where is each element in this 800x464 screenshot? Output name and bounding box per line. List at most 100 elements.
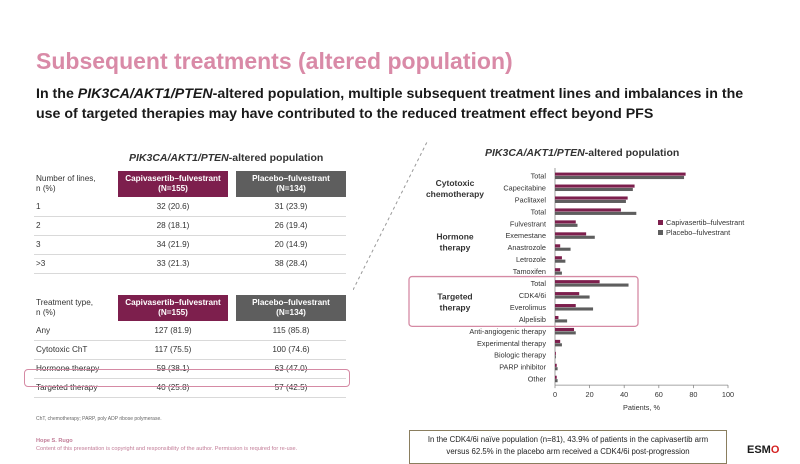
right-panel-title-italic: PIK3CA/AKT1/PTEN bbox=[485, 147, 585, 159]
bar-capivasertib bbox=[555, 304, 576, 308]
x-tick-label: 60 bbox=[655, 390, 663, 399]
lines-table-row-pla-value: 20 (14.9) bbox=[236, 235, 346, 255]
type-table-row-label: Hormone therapy bbox=[34, 359, 118, 379]
type-table-row-label: Any bbox=[34, 321, 118, 341]
category-label: Anastrozole bbox=[507, 243, 546, 252]
bar-placebo bbox=[555, 199, 626, 203]
lines-table-row-label: >3 bbox=[34, 254, 118, 274]
bar-capivasertib bbox=[555, 244, 561, 248]
lines-col-cap-header: Capivasertib–fulvestrant (N=155) bbox=[118, 170, 228, 197]
lines-table-row-label: 1 bbox=[34, 197, 118, 217]
bar-capivasertib bbox=[555, 232, 587, 236]
legend-swatch bbox=[658, 230, 663, 235]
bar-placebo bbox=[555, 295, 590, 299]
right-panel-title: PIK3CA/AKT1/PTEN-altered population bbox=[485, 147, 679, 159]
bar-capivasertib bbox=[555, 339, 561, 343]
lines-table-row-pla-value: 38 (28.4) bbox=[236, 254, 346, 274]
bar-capivasertib bbox=[555, 220, 576, 224]
type-table-row-pla-value: 57 (42.5) bbox=[236, 378, 346, 398]
type-table-row-label: Cytotoxic ChT bbox=[34, 340, 118, 360]
x-tick-label: 100 bbox=[722, 390, 734, 399]
bar-capivasertib bbox=[555, 196, 628, 200]
type-table-row: Any 127 (81.9) 115 (85.8) bbox=[34, 321, 346, 341]
bar-capivasertib bbox=[555, 292, 580, 296]
lines-table-row-cap-value: 34 (21.9) bbox=[118, 235, 228, 255]
lines-table-row-pla-value: 31 (23.9) bbox=[236, 197, 346, 217]
abbreviations-footnote: ChT, chemotherapy; PARP, poly ADP ribose… bbox=[36, 416, 162, 422]
bar-capivasertib bbox=[555, 184, 635, 188]
legend-label: Capivasertib–fulvestrant bbox=[666, 218, 744, 227]
type-table: Treatment type, n (%) Capivasertib–fulves… bbox=[34, 294, 346, 398]
x-tick-label: 0 bbox=[553, 390, 557, 399]
legend-swatch bbox=[658, 220, 663, 225]
type-table-row: Targeted therapy 40 (25.8) 57 (42.5) bbox=[34, 378, 346, 398]
lines-table-row: 1 32 (20.6) 31 (23.9) bbox=[34, 197, 346, 217]
category-label: Anti-angiogenic therapy bbox=[469, 327, 546, 336]
category-label: Paclitaxel bbox=[515, 195, 547, 204]
targeted-therapy-highlight bbox=[24, 369, 350, 387]
bar-placebo bbox=[555, 271, 562, 275]
slide-title: Subsequent treatments (altered populatio… bbox=[36, 48, 513, 74]
bar-placebo bbox=[555, 223, 578, 227]
x-tick-label: 20 bbox=[586, 390, 594, 399]
lines-table-row-label: 3 bbox=[34, 235, 118, 255]
group-label: therapy bbox=[440, 302, 471, 312]
category-label: Biologic therapy bbox=[494, 351, 546, 360]
lines-table-row: >3 33 (21.3) 38 (28.4) bbox=[34, 254, 346, 274]
left-panel-title: PIK3CA/AKT1/PTEN-altered population bbox=[129, 152, 323, 164]
type-table-row: Cytotoxic ChT 117 (75.5) 100 (74.6) bbox=[34, 340, 346, 360]
group-label: Hormone bbox=[436, 232, 474, 242]
lines-table-header: Number of lines, n (%) Capivasertib–fulve… bbox=[34, 170, 346, 197]
category-label: CDK4/6i bbox=[519, 291, 547, 300]
category-label: Everolimus bbox=[510, 303, 546, 312]
left-panel-title-italic: PIK3CA/AKT1/PTEN bbox=[129, 152, 229, 164]
category-label: Other bbox=[528, 375, 547, 384]
bar-placebo bbox=[555, 187, 633, 192]
bar-placebo bbox=[555, 307, 594, 311]
category-label: Total bbox=[531, 171, 547, 180]
lines-table-row: 3 34 (21.9) 20 (14.9) bbox=[34, 235, 346, 255]
type-table-header: Treatment type, n (%) Capivasertib–fulves… bbox=[34, 294, 346, 321]
bar-placebo bbox=[555, 283, 629, 287]
type-table-row-label: Targeted therapy bbox=[34, 378, 118, 398]
type-table-header-label: Treatment type, n (%) bbox=[36, 297, 94, 317]
category-label: Total bbox=[531, 279, 547, 288]
lines-table-row-cap-value: 33 (21.3) bbox=[118, 254, 228, 274]
x-axis-title: Patients, % bbox=[623, 403, 660, 412]
bar-placebo bbox=[555, 319, 568, 323]
presenter-info: Hope S. Rugo Content of this presentation… bbox=[36, 437, 297, 453]
lines-table-row-label: 2 bbox=[34, 216, 118, 236]
group-label: chemotherapy bbox=[426, 189, 484, 199]
lines-table-row-cap-value: 32 (20.6) bbox=[118, 197, 228, 217]
lines-table-row: 2 28 (18.1) 26 (19.4) bbox=[34, 216, 346, 236]
type-table-row-cap-value: 127 (81.9) bbox=[118, 321, 228, 341]
right-panel-title-post: -altered population bbox=[584, 147, 680, 159]
x-tick-label: 80 bbox=[689, 390, 697, 399]
bar-placebo bbox=[555, 211, 637, 215]
type-table-row-cap-value: 117 (75.5) bbox=[118, 340, 228, 360]
type-table-row-pla-value: 100 (74.6) bbox=[236, 340, 346, 360]
type-table-row: Hormone therapy 59 (38.1) 63 (47.0) bbox=[34, 359, 346, 379]
bar-placebo bbox=[555, 355, 556, 359]
bar-placebo bbox=[555, 175, 685, 180]
bar-capivasertib bbox=[555, 315, 559, 320]
targeted-therapy-chart-highlight bbox=[408, 275, 639, 327]
bar-placebo bbox=[555, 235, 595, 239]
legend-label: Placebo–fulvestrant bbox=[666, 228, 730, 237]
bar-capivasertib bbox=[555, 268, 561, 272]
bar-capivasertib bbox=[555, 375, 557, 379]
left-panel-title-post: -altered population bbox=[228, 152, 324, 164]
lines-col-pla-header: Placebo–fulvestrant (N=134) bbox=[236, 170, 346, 197]
type-table-row-pla-value: 63 (47.0) bbox=[236, 359, 346, 379]
type-col-pla-header: Placebo–fulvestrant (N=134) bbox=[236, 294, 346, 321]
copyright-note: Content of this presentation is copyrigh… bbox=[36, 446, 298, 452]
presenter-name: Hope S. Rugo bbox=[36, 438, 73, 444]
category-label: Alpelisib bbox=[519, 315, 546, 324]
subtitle-pre: In the bbox=[36, 86, 78, 102]
bar-placebo bbox=[555, 343, 562, 347]
lines-table-row-pla-value: 26 (19.4) bbox=[236, 216, 346, 236]
category-label: Fulvestrant bbox=[510, 219, 546, 228]
lines-table: Number of lines, n (%) Capivasertib–fulve… bbox=[34, 170, 346, 274]
bar-placebo bbox=[555, 379, 558, 383]
bar-capivasertib bbox=[555, 280, 600, 284]
